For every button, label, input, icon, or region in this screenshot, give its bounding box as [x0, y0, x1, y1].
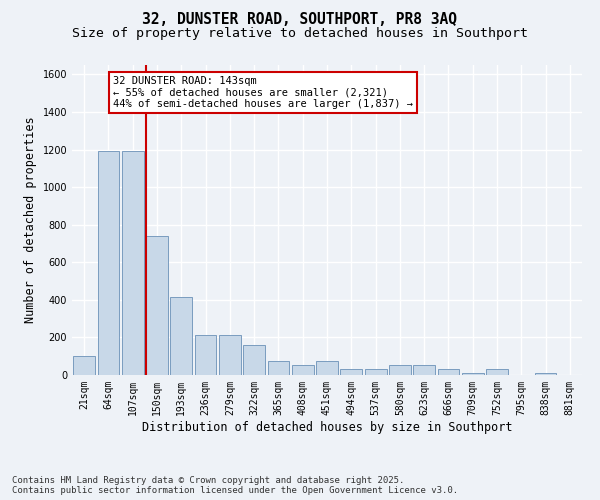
X-axis label: Distribution of detached houses by size in Southport: Distribution of detached houses by size … — [142, 420, 512, 434]
Bar — [219, 334, 241, 375]
Bar — [365, 370, 386, 375]
Bar — [170, 297, 192, 375]
Bar — [462, 373, 484, 375]
Text: Contains HM Land Registry data © Crown copyright and database right 2025.
Contai: Contains HM Land Registry data © Crown c… — [12, 476, 458, 495]
Text: 32, DUNSTER ROAD, SOUTHPORT, PR8 3AQ: 32, DUNSTER ROAD, SOUTHPORT, PR8 3AQ — [143, 12, 458, 28]
Bar — [340, 370, 362, 375]
Bar — [389, 364, 411, 375]
Bar — [535, 373, 556, 375]
Bar — [97, 152, 119, 375]
Bar — [73, 356, 95, 375]
Bar — [486, 370, 508, 375]
Text: Size of property relative to detached houses in Southport: Size of property relative to detached ho… — [72, 28, 528, 40]
Bar — [146, 236, 168, 375]
Bar — [194, 334, 217, 375]
Bar — [243, 345, 265, 375]
Bar — [122, 152, 143, 375]
Bar — [437, 370, 460, 375]
Bar — [268, 361, 289, 375]
Text: 32 DUNSTER ROAD: 143sqm
← 55% of detached houses are smaller (2,321)
44% of semi: 32 DUNSTER ROAD: 143sqm ← 55% of detache… — [113, 76, 413, 109]
Bar — [292, 364, 314, 375]
Bar — [413, 364, 435, 375]
Bar — [316, 361, 338, 375]
Y-axis label: Number of detached properties: Number of detached properties — [24, 116, 37, 324]
